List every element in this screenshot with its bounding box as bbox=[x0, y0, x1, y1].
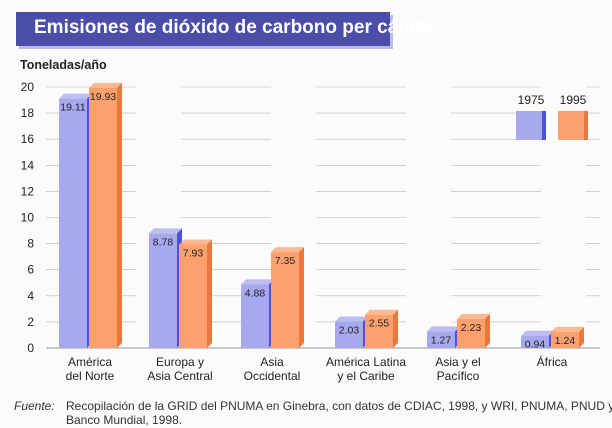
bar bbox=[241, 284, 269, 348]
x-tick-label: América bbox=[68, 355, 112, 369]
bar-top bbox=[89, 82, 122, 88]
x-tick-label: del Norte bbox=[66, 369, 115, 383]
source-note: Fuente: Recopilación de la GRID del PNUM… bbox=[14, 399, 612, 427]
bar-top bbox=[271, 247, 304, 253]
bar-top bbox=[241, 279, 274, 285]
legend-swatch bbox=[516, 111, 546, 140]
data-label: 2.55 bbox=[369, 318, 390, 330]
y-tick-label: 16 bbox=[21, 132, 35, 146]
data-label: 2.23 bbox=[461, 322, 482, 334]
y-tick-label: 12 bbox=[21, 184, 35, 198]
bar-side bbox=[393, 309, 398, 348]
data-label: 19.11 bbox=[60, 102, 86, 114]
bar-top bbox=[335, 316, 368, 322]
data-label: 1.27 bbox=[431, 334, 452, 346]
bar-side bbox=[485, 313, 490, 348]
y-tick-label: 0 bbox=[27, 341, 34, 355]
y-tick-label: 20 bbox=[21, 80, 35, 94]
bar bbox=[59, 98, 87, 348]
data-label: 19.93 bbox=[90, 91, 116, 103]
legend-label: 1995 bbox=[560, 93, 587, 107]
x-tick-label: Asia Central bbox=[147, 369, 212, 383]
bar bbox=[271, 252, 299, 348]
bar-top bbox=[59, 93, 92, 99]
bar-top bbox=[149, 228, 182, 234]
bar-top bbox=[365, 309, 398, 315]
legend-swatch bbox=[558, 111, 588, 140]
title-bar: Emisiones de dióxido de carbono per cápi… bbox=[16, 12, 432, 46]
bar-top bbox=[521, 330, 554, 336]
legend-swatch-edge bbox=[584, 111, 588, 140]
bar-top bbox=[427, 326, 460, 332]
bar-side bbox=[207, 239, 212, 348]
data-label: 7.35 bbox=[275, 255, 296, 267]
y-tick-label: 6 bbox=[27, 263, 34, 277]
source-label: Fuente: bbox=[14, 399, 55, 413]
bar-side bbox=[579, 326, 584, 348]
bar-side bbox=[299, 247, 304, 348]
bar bbox=[427, 331, 455, 348]
bar bbox=[365, 314, 393, 348]
y-tick-label: 2 bbox=[27, 315, 34, 329]
legend-label: 1975 bbox=[518, 93, 545, 107]
x-tick-label: América Latina bbox=[326, 355, 406, 369]
x-tick-label: Pacífico bbox=[437, 369, 480, 383]
grid bbox=[46, 86, 600, 349]
legend-swatch-edge bbox=[542, 111, 546, 140]
bar-top bbox=[179, 239, 212, 245]
data-label: 4.88 bbox=[245, 287, 266, 299]
chart-title: Emisiones de dióxido de carbono per cápi… bbox=[34, 17, 433, 38]
y-tick-label: 18 bbox=[21, 106, 35, 120]
data-label: 0.94 bbox=[525, 339, 546, 351]
y-tick-label: 14 bbox=[21, 158, 35, 172]
bar bbox=[457, 318, 485, 348]
bar bbox=[551, 331, 579, 348]
bar-side bbox=[117, 82, 122, 348]
y-tick-label: 4 bbox=[27, 289, 34, 303]
x-tick-label: Asia bbox=[260, 355, 284, 369]
bar bbox=[89, 87, 117, 348]
x-tick-label: Asia y el bbox=[435, 355, 480, 369]
bar bbox=[521, 335, 549, 348]
x-tick-label: África bbox=[537, 354, 568, 369]
y-axis-label: Toneladas/año bbox=[20, 58, 107, 72]
y-tick-label: 8 bbox=[27, 237, 34, 251]
bar bbox=[335, 321, 363, 348]
bar-top bbox=[457, 313, 490, 319]
data-label: 2.03 bbox=[339, 325, 360, 337]
data-label: 1.24 bbox=[555, 335, 576, 347]
data-label: 7.93 bbox=[183, 248, 204, 260]
bar-top bbox=[551, 326, 584, 332]
x-tick-label: y el Caribe bbox=[337, 369, 395, 383]
y-tick-labels: 0 2 4 6 8 10 12 14 16 18 20 bbox=[21, 80, 35, 355]
bars: 19.11 19.93 8.78 7.93 4.88 7.35 2.03 2.55 1.27 2.… bbox=[59, 82, 584, 351]
legend: 1975 1995 bbox=[516, 93, 588, 140]
y-tick-label: 10 bbox=[21, 211, 35, 225]
source-text: Recopilación de la GRID del PNUMA en Gin… bbox=[66, 399, 612, 427]
bar bbox=[179, 244, 207, 348]
data-label: 8.78 bbox=[153, 236, 174, 248]
x-tick-label: Occidental bbox=[244, 369, 301, 383]
x-tick-label: Europa y bbox=[156, 355, 204, 369]
bar bbox=[149, 233, 177, 348]
